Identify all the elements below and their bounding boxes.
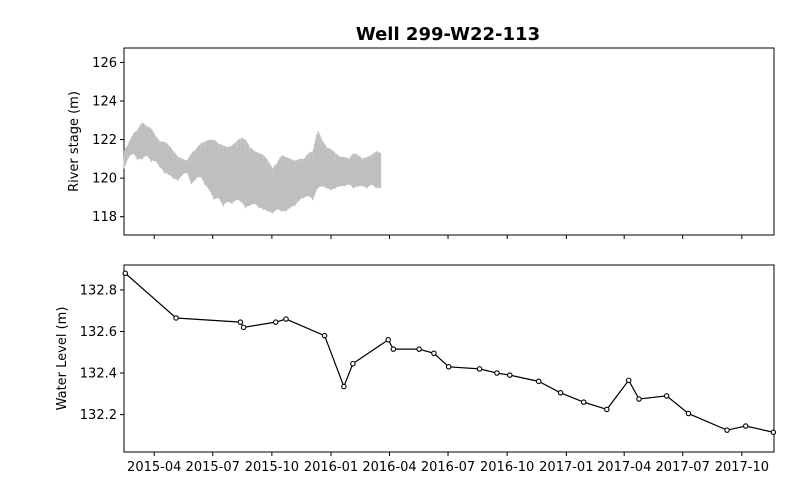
water-level-point: [272, 319, 279, 325]
water-level-point: [240, 324, 247, 331]
water-level-point: [685, 410, 692, 417]
y-tick-label: 120: [92, 172, 117, 187]
x-tick-label: 2016-01: [304, 460, 358, 475]
y-tick-label: 132.2: [80, 408, 117, 423]
water-level-line: [124, 272, 774, 433]
river-stage-series: [123, 122, 382, 214]
water-level-point: [535, 378, 542, 385]
water-level-point: [636, 396, 642, 402]
x-tick-label: 2016-07: [421, 460, 475, 475]
water-level-point: [173, 315, 179, 321]
x-tick-label: 2017-07: [656, 460, 710, 475]
y-tick-label: 132.4: [80, 367, 117, 382]
x-tick-label: 2015-04: [127, 460, 181, 475]
water-level-point: [476, 366, 483, 372]
river-stage-axes-frame: [123, 47, 775, 236]
y-tick-label: 132.6: [80, 325, 117, 340]
water-level-point: [321, 332, 328, 339]
water-level-axes-frame: [123, 264, 775, 453]
river-stage-y-label: River stage (m): [67, 91, 82, 192]
water-level-point: [385, 337, 391, 343]
river-stage-line: [123, 122, 382, 214]
river-stage-panel: 118 120 122 124 126 River stage (m): [67, 47, 775, 239]
x-tick-label: 2017-01: [539, 460, 593, 475]
water-level-point: [625, 377, 632, 384]
y-tick-label: 132.8: [80, 283, 117, 298]
water-level-point: [341, 383, 347, 390]
x-tick-label: 2016-10: [480, 460, 534, 475]
water-level-point: [663, 393, 670, 399]
water-level-point: [604, 406, 610, 413]
y-tick-label: 118: [92, 210, 117, 225]
water-level-point: [416, 346, 422, 352]
water-level-point: [390, 346, 397, 352]
water-level-point: [237, 319, 244, 325]
water-level-series: [122, 270, 777, 436]
water-level-point: [557, 390, 564, 396]
y-tick-label: 126: [92, 56, 117, 71]
water-level-point: [507, 372, 513, 378]
x-tick-label: 2017-10: [715, 460, 769, 475]
water-level-point: [724, 427, 730, 433]
x-tick-label: 2015-07: [186, 460, 240, 475]
y-tick-label: 122: [92, 133, 117, 148]
x-tick-label: 2015-10: [245, 460, 299, 475]
water-level-point: [445, 364, 452, 370]
water-level-y-label: Water Level (m): [55, 307, 70, 411]
x-tick-label: 2016-04: [362, 460, 416, 475]
y-tick-label: 124: [92, 95, 117, 110]
water-level-x-ticks: 2015-04 2015-07 2015-10 2016-01 2016-04 2016-…: [127, 452, 769, 475]
chart-title: Well 299-W22-113: [356, 24, 540, 45]
water-level-point: [770, 429, 777, 436]
water-level-point: [431, 350, 437, 357]
water-level-point: [742, 423, 749, 429]
water-level-y-ticks: 132.2 132.4 132.6 132.8: [80, 283, 124, 423]
water-level-point: [350, 360, 356, 367]
river-stage-x-ticks: [153, 235, 743, 239]
water-level-point: [283, 316, 289, 322]
river-stage-y-ticks: 118 120 122 124 126: [92, 56, 124, 225]
x-tick-label: 2017-04: [597, 460, 651, 475]
water-level-point: [580, 399, 587, 405]
water-level-point: [122, 270, 129, 277]
water-level-point: [494, 370, 500, 376]
